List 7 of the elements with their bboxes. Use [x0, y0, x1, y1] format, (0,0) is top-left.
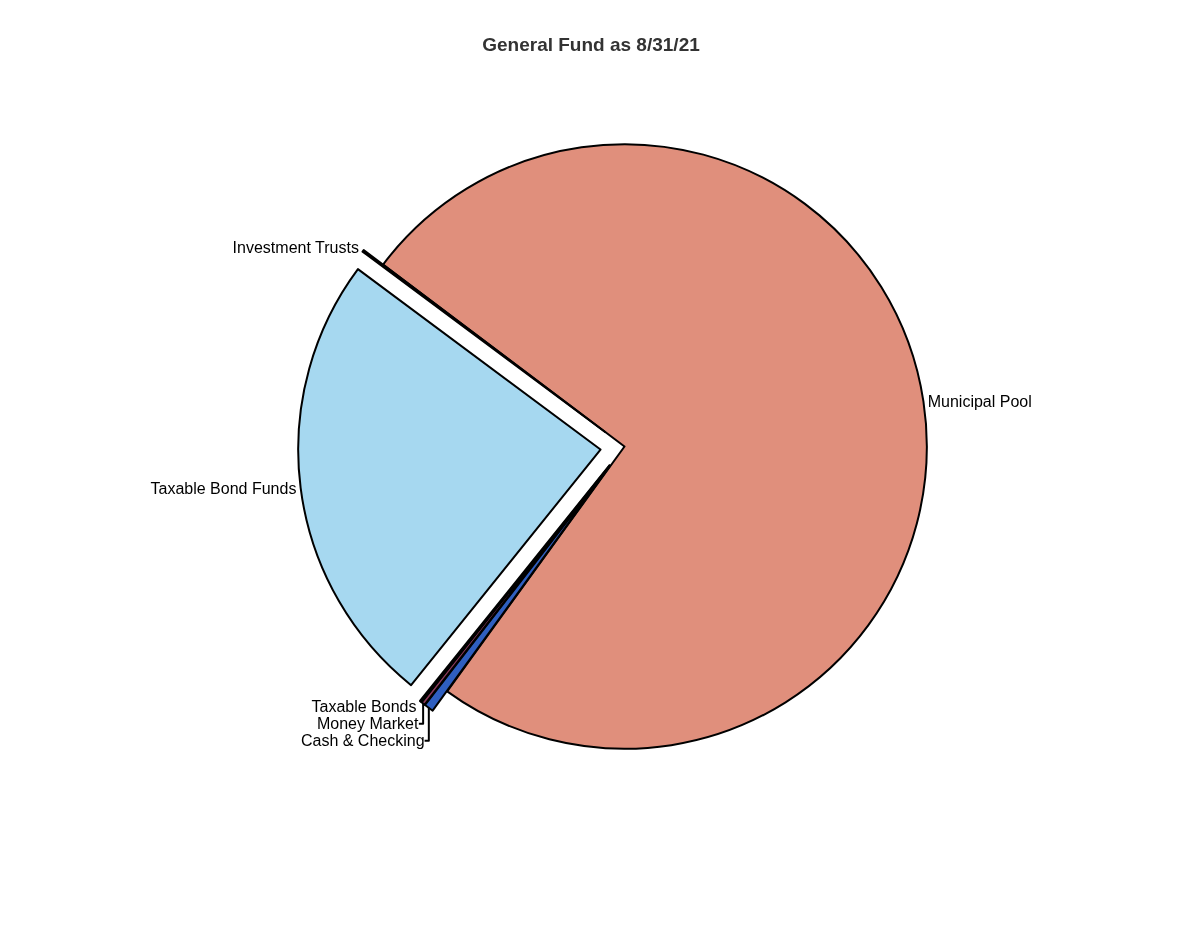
chart-title: General Fund as 8/31/21: [482, 33, 701, 55]
slice-label: Taxable Bonds: [311, 698, 417, 716]
slice-label: Money Market: [316, 715, 419, 733]
slice-label: Investment Trusts: [232, 239, 359, 257]
slice-label: Taxable Bond Funds: [150, 479, 297, 497]
slice-label: Cash & Checking: [300, 732, 425, 750]
slice-label: Municipal Pool: [927, 392, 1032, 410]
